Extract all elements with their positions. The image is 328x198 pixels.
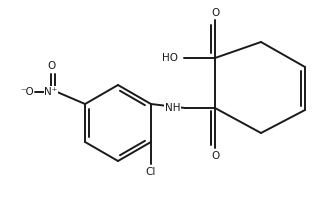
Text: NH: NH [165, 103, 180, 113]
Text: HO: HO [162, 53, 178, 63]
Text: Cl: Cl [146, 167, 156, 177]
Text: O: O [211, 151, 219, 161]
Text: O: O [211, 8, 219, 18]
Text: O: O [47, 61, 55, 71]
Text: N⁺: N⁺ [45, 87, 58, 97]
Text: ⁻O: ⁻O [20, 87, 34, 97]
